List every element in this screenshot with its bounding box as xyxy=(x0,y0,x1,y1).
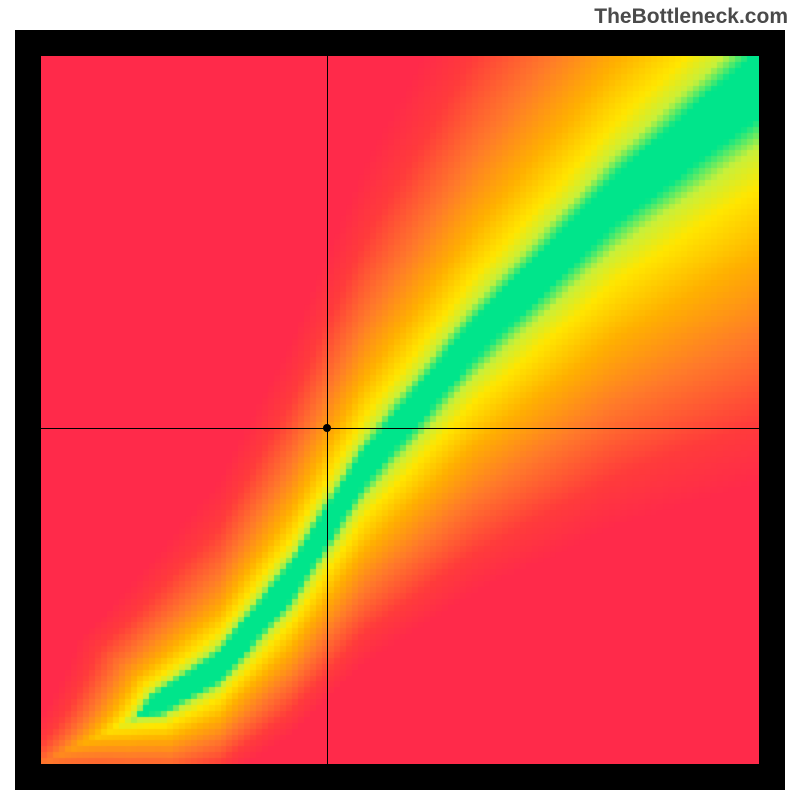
crosshair-horizontal xyxy=(41,428,759,429)
chart-container: TheBottleneck.com xyxy=(0,0,800,800)
crosshair-marker xyxy=(323,424,331,432)
heatmap-canvas xyxy=(41,56,759,764)
heatmap-frame xyxy=(15,30,785,790)
heatmap-plot-area xyxy=(41,56,759,764)
crosshair-vertical xyxy=(327,56,328,764)
attribution-text: TheBottleneck.com xyxy=(594,5,788,29)
